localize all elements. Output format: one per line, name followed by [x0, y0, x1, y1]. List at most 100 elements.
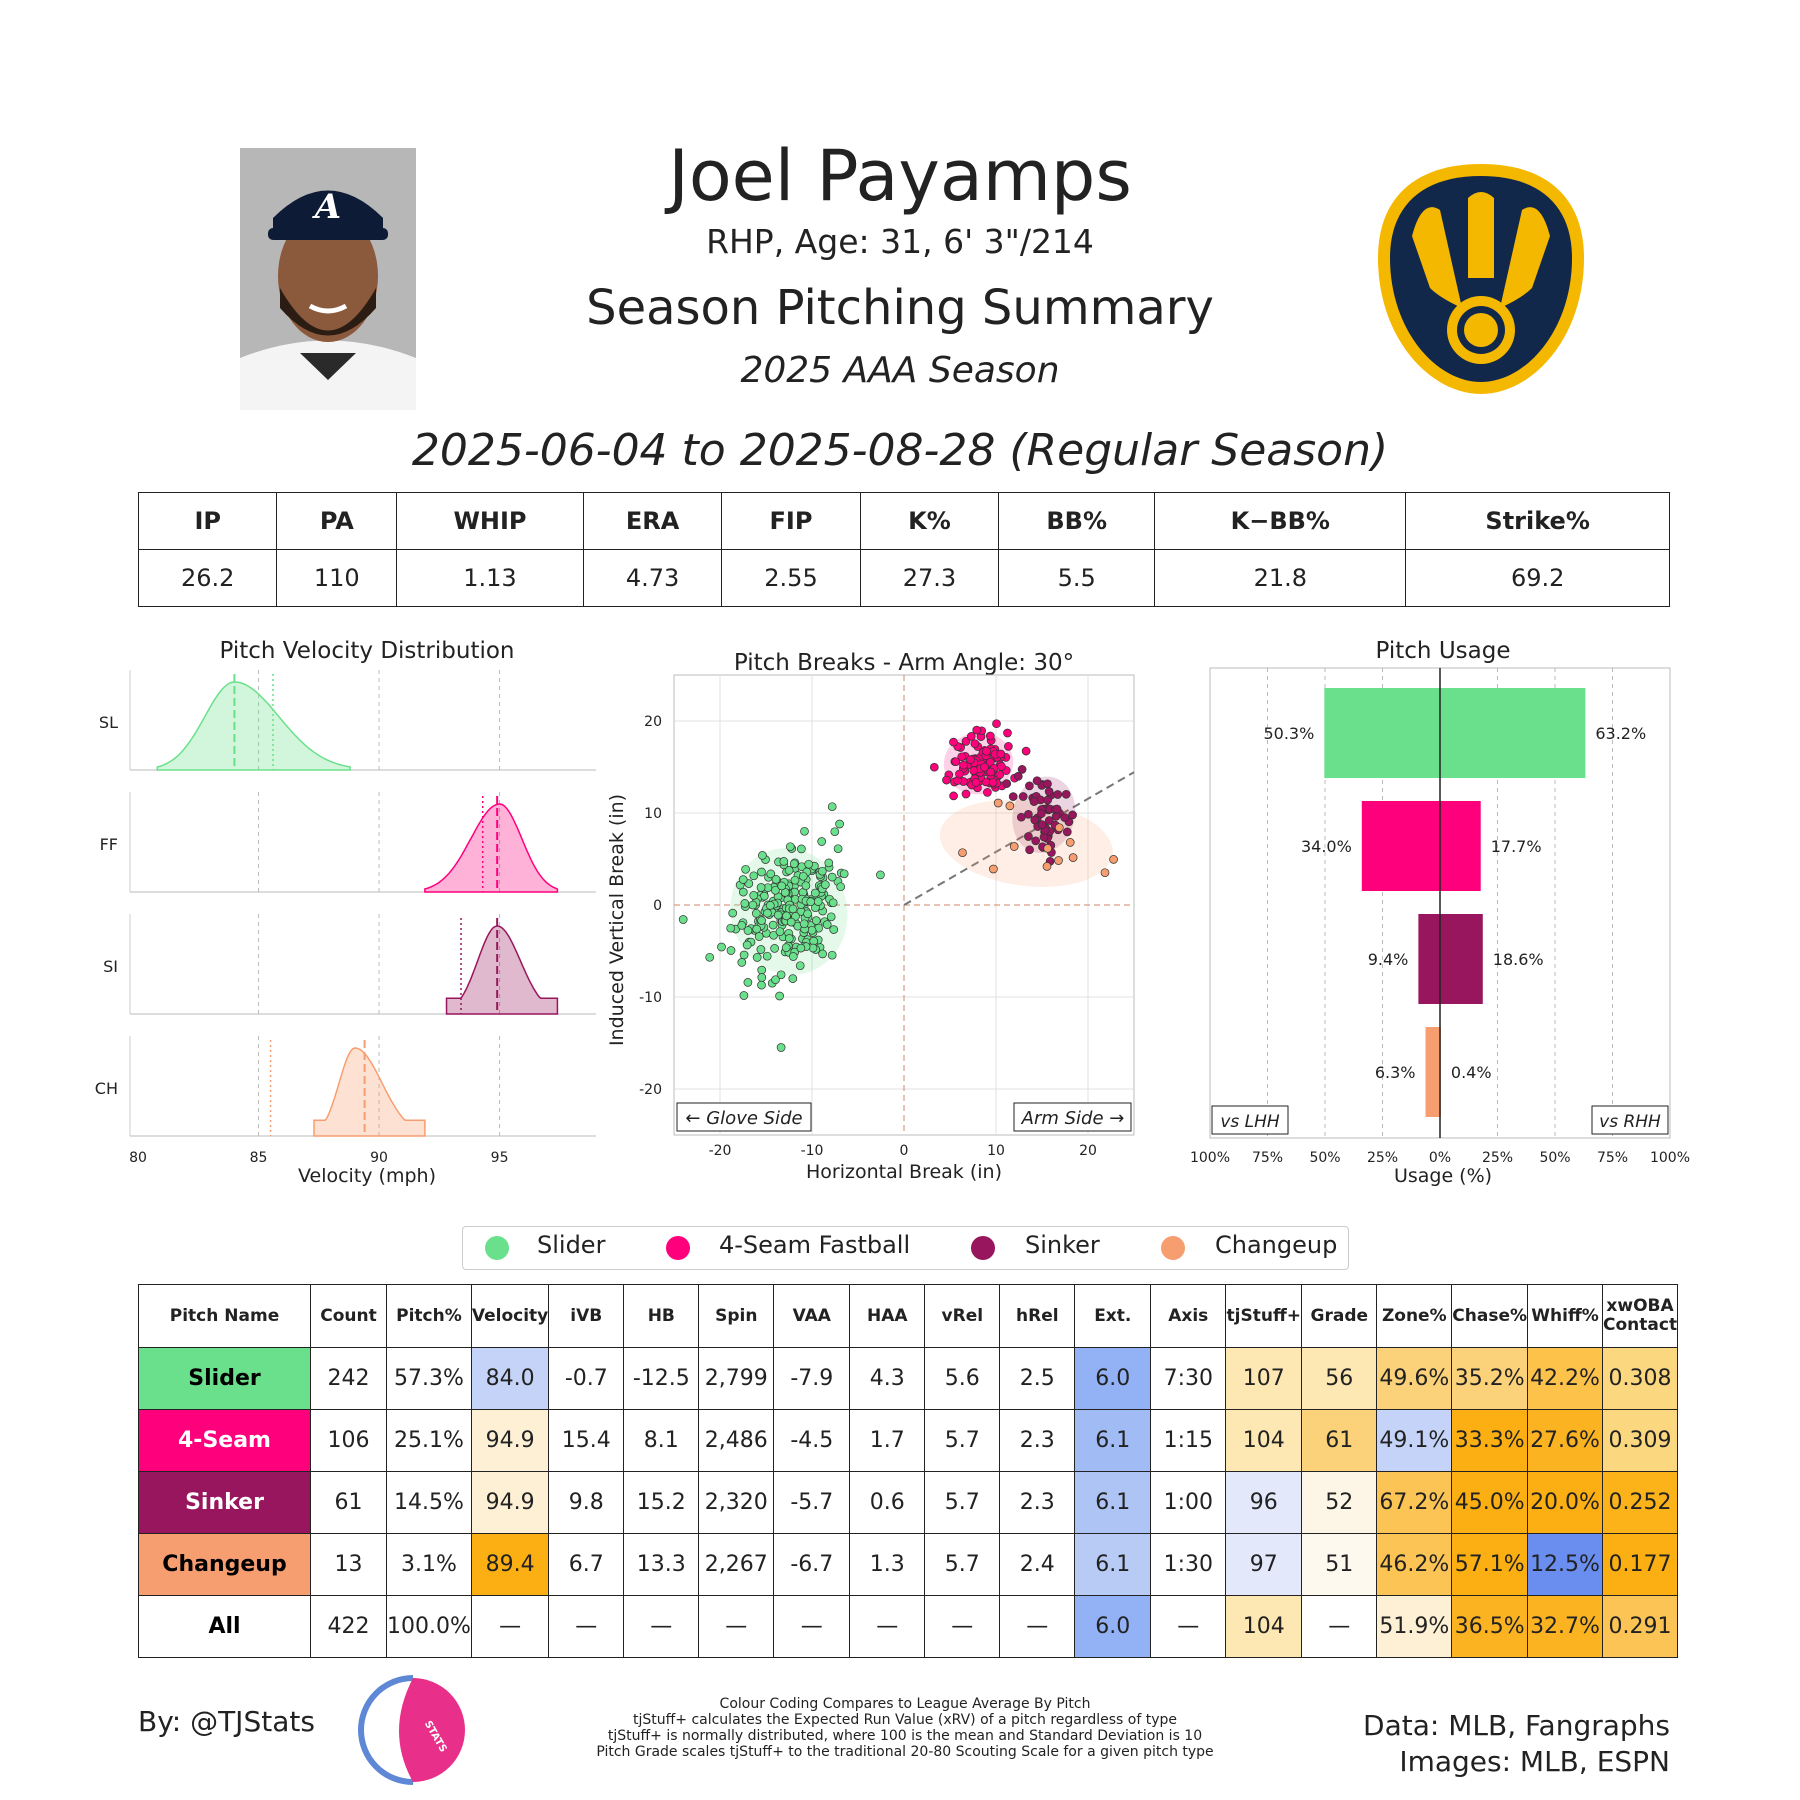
stat-header: WHIP: [396, 492, 584, 550]
break-point: [1043, 844, 1053, 853]
pitch-metric-cell: 52: [1301, 1471, 1378, 1534]
logo-ball: [1464, 313, 1498, 347]
break-point: [800, 826, 809, 836]
break-point: [1025, 845, 1034, 855]
stat-header: Strike%: [1405, 492, 1670, 550]
break-point: [1017, 765, 1027, 774]
glove-side-box: [676, 1102, 812, 1132]
pitch-table-header: Zone%: [1376, 1284, 1453, 1348]
pitch-table-header: Pitch Name: [138, 1284, 311, 1348]
velocity-row-label: SL: [99, 713, 118, 732]
usage-x-label: Usage (%): [1394, 1165, 1492, 1187]
break-point: [982, 746, 991, 756]
break-point: [742, 940, 752, 950]
rhh-label: vs RHH: [1599, 1112, 1661, 1132]
pitch-metric-cell: 13.3: [623, 1533, 700, 1596]
break-point: [1005, 801, 1015, 811]
arm-side-box: [1013, 1102, 1132, 1132]
legend-changeup-label: Changeup: [1215, 1231, 1338, 1259]
break-point: [1013, 771, 1023, 781]
pitch-metric-cell: 51.9%: [1376, 1595, 1453, 1658]
break-point: [798, 871, 808, 881]
break-point: [749, 891, 759, 900]
break-point: [971, 778, 981, 787]
usage-tick-label: 25%: [1482, 1150, 1513, 1166]
break-point: [705, 952, 715, 962]
pitch-metric-cell: 49.1%: [1376, 1409, 1453, 1472]
pitch-metric-cell: 6.1: [1074, 1409, 1152, 1472]
pitch-metric-cell: 106: [310, 1409, 387, 1472]
rhh-box: [1591, 1105, 1669, 1135]
break-point: [929, 762, 939, 772]
pitch-metric-cell: 5.7: [924, 1409, 1001, 1472]
break-point: [1042, 862, 1052, 871]
stat-header: K−BB%: [1154, 492, 1407, 550]
break-point: [1044, 787, 1054, 796]
usage-rhh-label: 63.2%: [1595, 724, 1646, 743]
pitch-table-header: Ext.: [1074, 1284, 1152, 1348]
pitch-metric-cell: —: [999, 1595, 1076, 1658]
break-point: [768, 920, 778, 930]
pitch-table-row: Changeup 13 3.1% 89.4 6.7 13.3 2,267 -6.7 1.3 5.7…: [138, 1533, 1679, 1596]
beard: [280, 288, 376, 336]
break-point: [828, 898, 838, 908]
break-point: [957, 752, 967, 762]
break-point: [678, 915, 688, 924]
break-point: [876, 870, 885, 880]
break-point: [803, 909, 812, 919]
tjstats-logo: STATS: [358, 1675, 465, 1785]
pitch-metric-cell: —: [548, 1595, 625, 1658]
break-point: [763, 908, 772, 918]
glove-side-label: ← Glove Side: [685, 1108, 802, 1129]
break-point: [784, 866, 794, 875]
pitch-metric-cell: 0.252: [1602, 1471, 1679, 1534]
stat-header: K%: [859, 492, 1000, 550]
pitch-metric-cell: 1.3: [849, 1533, 926, 1596]
stat-value: 2.55: [721, 549, 861, 607]
sources: Data: MLB, Fangraphs Images: MLB, ESPN: [1363, 1708, 1670, 1780]
break-point: [949, 791, 958, 801]
stat-header: BB%: [998, 492, 1156, 550]
break-point: [827, 802, 837, 812]
pitch-table-row: Slider 242 57.3% 84.0 -0.7 -12.5 2,799 -7.9 4.3 5…: [138, 1347, 1679, 1410]
break-point: [1032, 776, 1042, 786]
break-point: [782, 911, 791, 921]
legend-fourseam-marker: [666, 1236, 690, 1260]
break-point: [1043, 779, 1052, 789]
break-point: [726, 923, 736, 933]
break-point: [1025, 781, 1034, 791]
footnotes: Colour Coding Compares to League Average…: [560, 1696, 1250, 1760]
break-point: [833, 844, 843, 854]
pitch-metric-cell: 100.0%: [386, 1595, 472, 1658]
break-point: [1016, 812, 1026, 822]
stat-value: 21.8: [1154, 549, 1407, 607]
break-point: [739, 991, 749, 1000]
stat-value: 1.13: [396, 549, 584, 607]
pitch-table-header: iVB: [548, 1284, 625, 1348]
break-point: [988, 777, 998, 787]
break-point: [757, 916, 766, 925]
usage-tick-label: 50%: [1539, 1150, 1570, 1166]
pitch-metric-cell: -6.7: [773, 1533, 851, 1596]
stat-header: FIP: [721, 492, 861, 550]
break-point: [1029, 797, 1039, 806]
pitch-metric-cell: 49.6%: [1376, 1347, 1453, 1410]
stat-value: 5.5: [998, 549, 1156, 607]
usage-lhh-label: 9.4%: [1368, 950, 1409, 969]
velocity-density: [156, 681, 351, 771]
pitch-table-row: All 422 100.0% — — — — — — — —6.0—104—51.9% 36.5% 32…: [138, 1595, 1679, 1658]
break-point: [788, 952, 798, 961]
break-point: [836, 882, 846, 892]
break-point: [827, 950, 837, 960]
pitch-metric-cell: -0.7: [548, 1347, 625, 1410]
footnote-line: tjStuff+ calculates the Expected Run Val…: [632, 1712, 1178, 1728]
logo-fill-pink: [399, 1678, 465, 1782]
usage-lhh-label: 6.3%: [1375, 1063, 1416, 1082]
break-point: [756, 883, 766, 892]
break-point: [773, 910, 783, 920]
pitch-metric-cell: 94.9: [470, 1471, 550, 1534]
break-point: [1060, 813, 1070, 822]
pitch-metric-cell: 2.3: [999, 1409, 1076, 1472]
break-point: [743, 926, 753, 935]
pitch-metric-cell: 33.3%: [1451, 1409, 1529, 1472]
